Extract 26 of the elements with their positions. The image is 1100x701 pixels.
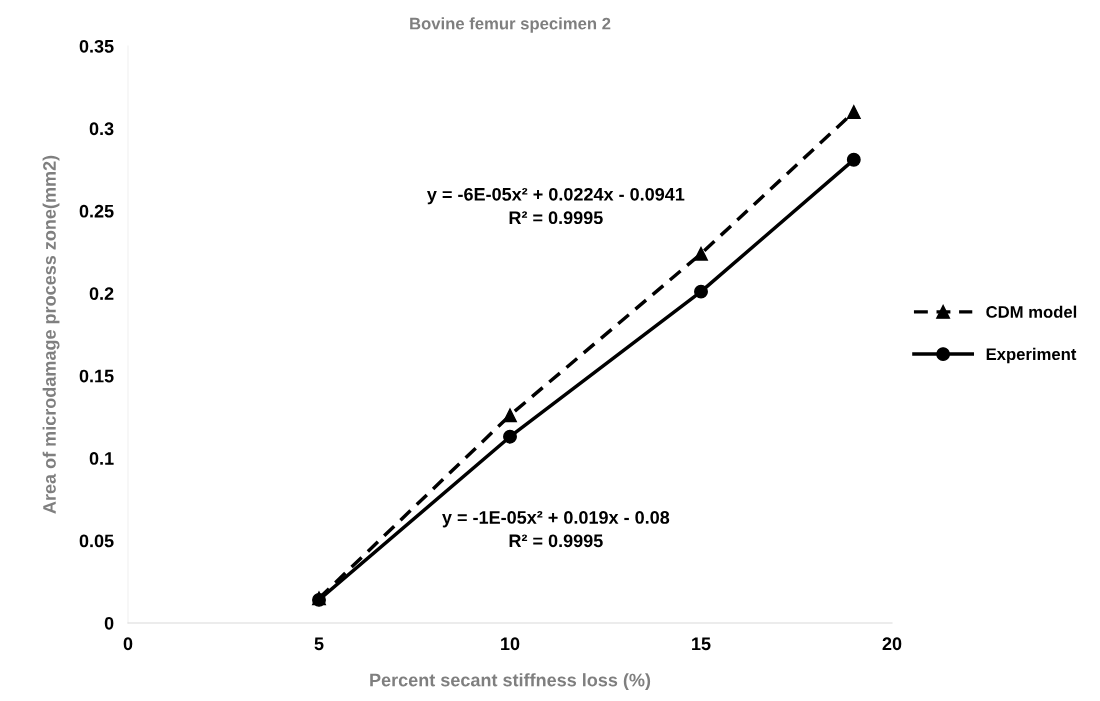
- chart-title: Bovine femur specimen 2: [410, 17, 611, 33]
- point: [694, 284, 708, 299]
- x-tick-label: 5: [314, 637, 324, 651]
- y-tick-label: 0.15: [79, 369, 114, 383]
- x-tick-label: 0: [123, 637, 133, 651]
- y-tick-label: 0.25: [79, 204, 114, 218]
- x-axis-title: Percent secant stiffness loss (%): [370, 673, 651, 690]
- legend-label: CDM model: [986, 305, 1077, 318]
- point: [694, 246, 708, 261]
- y-tick-label: 0.35: [79, 39, 114, 53]
- point: [846, 152, 861, 167]
- y-tick-label: 0.2: [89, 287, 114, 301]
- x-tick-label: 20: [882, 637, 902, 651]
- y-axis-title: Area of microdamage process zone(mm2): [42, 155, 60, 514]
- x-tick-label: 10: [501, 637, 520, 651]
- point: [846, 104, 861, 119]
- x-tick-label: 15: [692, 637, 711, 651]
- annotation: y = -1E-05x² + 0.019x - 0.08 R² = 0.9995: [442, 511, 670, 548]
- y-tick-label: 0.1: [89, 452, 114, 465]
- y-tick-label: 0.05: [79, 534, 114, 548]
- legend-label: Experiment: [986, 347, 1077, 364]
- y-tick-label: 0.3: [89, 122, 114, 136]
- annotation: y = -6E-05x² + 0.0224x - 0.0941 R² = 0.9995: [427, 187, 685, 225]
- point: [503, 429, 517, 444]
- point: [503, 408, 517, 423]
- y-tick-label: 0: [104, 616, 114, 630]
